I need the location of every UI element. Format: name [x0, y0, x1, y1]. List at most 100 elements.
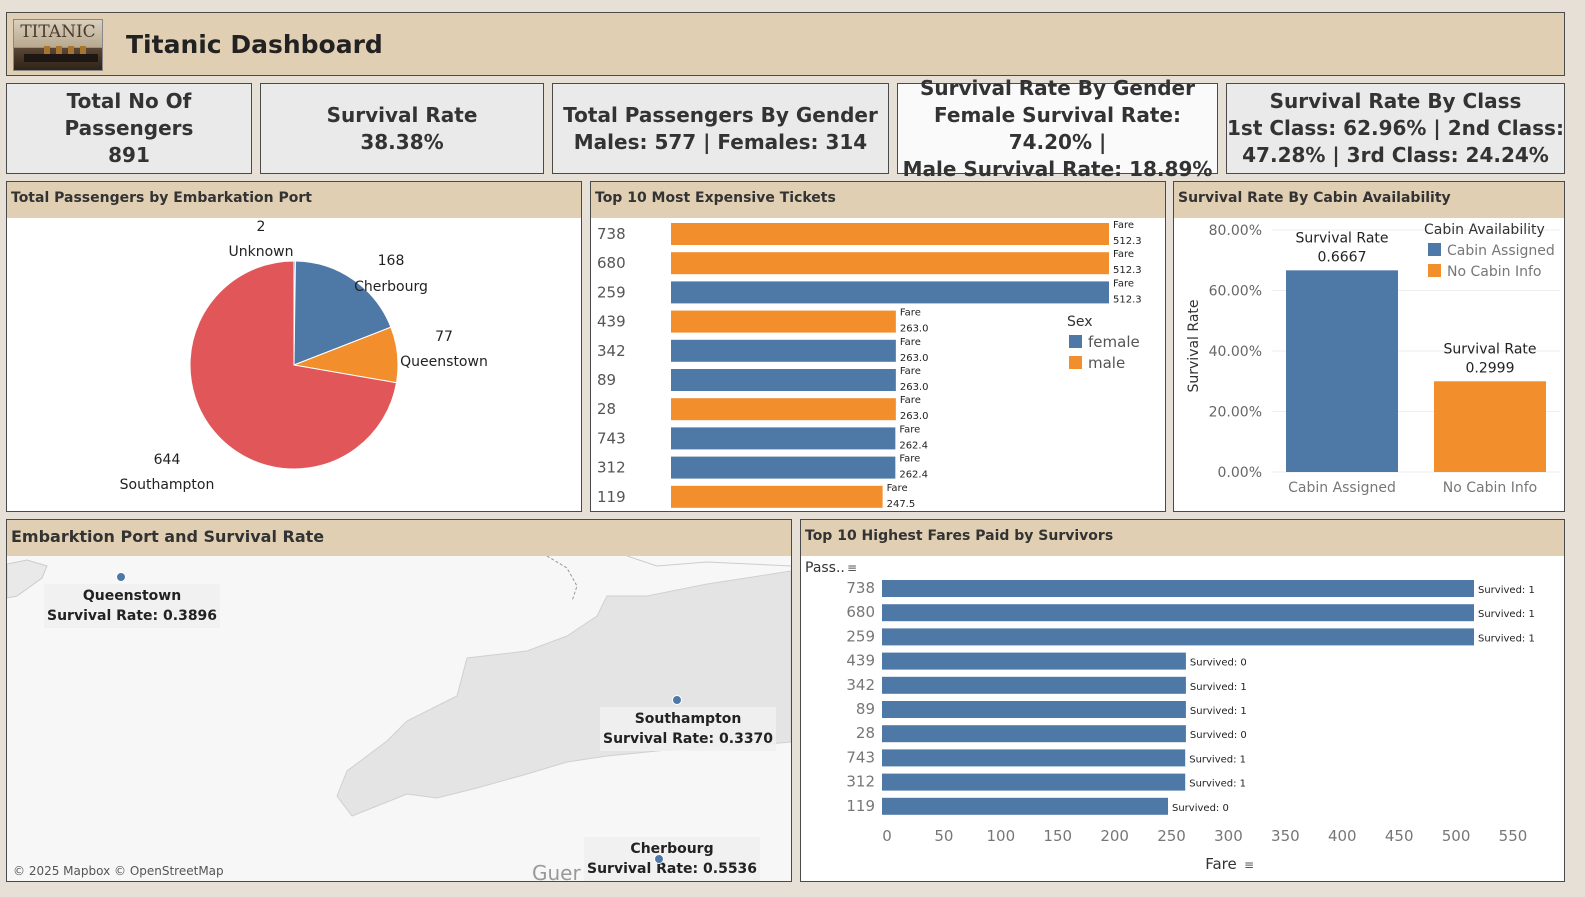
fare-bar-label: Survived: 1 — [1190, 682, 1247, 693]
x-tick-label: 200 — [1100, 827, 1129, 845]
fare-category-label: 439 — [846, 652, 875, 670]
ticket-bar-fare-label: Fare — [1113, 278, 1134, 289]
fare-bar — [882, 580, 1474, 597]
cabin-bar-value: 0.2999 — [1466, 360, 1515, 376]
ticket-bar — [671, 252, 1109, 275]
y-axis-label: Survival Rate — [1186, 300, 1202, 393]
legend-label: Cabin Assigned — [1447, 243, 1555, 259]
ticket-bar-value-label: 263.0 — [900, 411, 929, 422]
fare-bar-label: Survived: 0 — [1190, 730, 1247, 741]
ticket-category-label: 342 — [597, 342, 626, 360]
kpi-value: 891 — [108, 143, 150, 167]
panel-title: Total Passengers by Embarkation Port — [7, 182, 581, 218]
pie-value-label: 168 — [378, 253, 405, 269]
x-tick-label: 50 — [934, 827, 953, 845]
fare-bar-label: Survived: 0 — [1190, 658, 1247, 669]
ticket-category-label: 312 — [597, 459, 626, 477]
ticket-bar — [671, 281, 1109, 304]
ticket-bar — [671, 456, 896, 479]
x-tick-label: 400 — [1328, 827, 1357, 845]
cherbourg-marker[interactable] — [654, 854, 664, 864]
ticket-bar — [671, 427, 896, 450]
kpi-label: Total Passengers By Gender — [563, 102, 878, 127]
y-tick-label: 0.00% — [1218, 465, 1262, 481]
fare-bar-label: Survived: 1 — [1478, 585, 1535, 596]
tickets-bar-chart: 738 Fare 512.3 680 Fare 512.3 259 Fare 512.3 439 F… — [597, 220, 1142, 510]
kpi-survival-by-gender: Survival Rate By Gender Female Survival … — [897, 76, 1218, 181]
x-tick-label: Cabin Assigned — [1288, 480, 1396, 496]
sort-icon: ≡ — [1244, 858, 1254, 872]
southampton-label: Southampton Survival Rate: 0.3370 — [600, 707, 777, 751]
pie-category-label: Unknown — [229, 244, 294, 260]
ticket-bar — [671, 223, 1109, 245]
kpi-total-passengers: Total No Of Passengers 891 — [6, 83, 252, 174]
fare-bar — [882, 652, 1186, 670]
legend-swatch — [1428, 264, 1441, 277]
cabin-bar — [1434, 381, 1546, 472]
legend-title: Cabin Availability — [1424, 222, 1545, 238]
map-attribution[interactable]: © 2025 Mapbox © OpenStreetMap — [13, 864, 224, 878]
legend-label: female — [1088, 333, 1140, 351]
titanic-logo: TITANIC — [13, 19, 103, 71]
ticket-bar-fare-label: Fare — [900, 395, 921, 406]
fare-category-label: 28 — [856, 724, 875, 742]
legend-swatch — [1428, 243, 1441, 256]
ticket-bar — [671, 310, 896, 333]
ticket-bar — [671, 369, 896, 391]
cabin-availability-panel: Survival Rate By Cabin Availability 0.00… — [1173, 181, 1565, 512]
southampton-marker[interactable] — [672, 695, 682, 705]
ticket-bar-value-label: 263.0 — [900, 382, 929, 393]
ticket-bar-value-label: 512.3 — [1113, 236, 1142, 247]
kpi-survival-by-class: Survival Rate By Class 1st Class: 62.96%… — [1226, 83, 1565, 174]
ticket-bar-fare-label: Fare — [900, 308, 921, 319]
embarkation-port-panel: Total Passengers by Embarkation Port 2 Un… — [6, 181, 582, 512]
y-tick-label: 60.00% — [1209, 284, 1262, 300]
kpi-line: 47.28% | 3rd Class: 24.24% — [1242, 143, 1549, 167]
ticket-bar — [671, 339, 896, 362]
kpi-passengers-by-gender: Total Passengers By Gender Males: 577 | … — [552, 83, 889, 174]
x-tick-label: 500 — [1442, 827, 1471, 845]
ticket-bar-value-label: 512.3 — [1113, 294, 1142, 305]
kpi-label: Survival Rate — [326, 102, 478, 127]
fare-bar-label: Survived: 1 — [1189, 754, 1246, 765]
ticket-bar-fare-label: Fare — [887, 483, 908, 494]
kpi-line: Male Survival Rate: 18.89% — [902, 156, 1213, 181]
fare-category-label: 312 — [846, 773, 875, 791]
ticket-bar-value-label: 247.5 — [887, 499, 916, 510]
ticket-category-label: 119 — [597, 488, 626, 506]
ticket-category-label: 28 — [597, 400, 616, 418]
ticket-bar-value-label: 262.4 — [899, 440, 928, 451]
y-tick-label: 40.00% — [1209, 344, 1262, 360]
x-tick-label: 250 — [1157, 827, 1186, 845]
kpi-label: Survival Rate By Class — [1269, 89, 1522, 113]
fare-bar-label: Survived: 1 — [1189, 779, 1246, 790]
pie-value-label: 77 — [435, 329, 453, 345]
fare-category-label: 259 — [846, 627, 875, 645]
ticket-bar-fare-label: Fare — [900, 337, 921, 348]
pie-chart: 2 Unknown 168 Cherbourg 77 Queenstown 644 South… — [120, 219, 488, 493]
fare-bar — [882, 701, 1186, 718]
ticket-bar — [671, 398, 896, 421]
queenstown-marker[interactable] — [116, 572, 126, 582]
ticket-bar-value-label: 512.3 — [1113, 265, 1142, 276]
ticket-bar — [671, 485, 883, 508]
ticket-bar-fare-label: Fare — [899, 454, 920, 465]
kpi-label: Survival Rate By Gender — [920, 75, 1195, 100]
fare-bar — [882, 797, 1169, 815]
legend-swatch — [1069, 356, 1082, 369]
map-place-label: Guer — [532, 861, 581, 881]
panel-title: Top 10 Most Expensive Tickets — [591, 182, 1165, 218]
cabin-bar — [1286, 270, 1398, 472]
fare-category-label: 680 — [846, 603, 875, 621]
cabin-bar-label: Survival Rate — [1296, 230, 1389, 246]
pie-slice-southampton — [189, 260, 398, 470]
kpi-line: 1st Class: 62.96% | 2nd Class: — [1227, 116, 1564, 140]
panel-title: Survival Rate By Cabin Availability — [1174, 182, 1564, 218]
legend-title: Sex — [1067, 314, 1093, 330]
queenstown-label: Queenstown Survival Rate: 0.3896 — [44, 584, 221, 628]
x-tick-label: 0 — [882, 827, 892, 845]
ticket-bar-fare-label: Fare — [1113, 220, 1134, 231]
fare-category-label: 743 — [846, 748, 875, 766]
legend-label: male — [1088, 354, 1125, 372]
ticket-bar-value-label: 263.0 — [900, 353, 929, 364]
